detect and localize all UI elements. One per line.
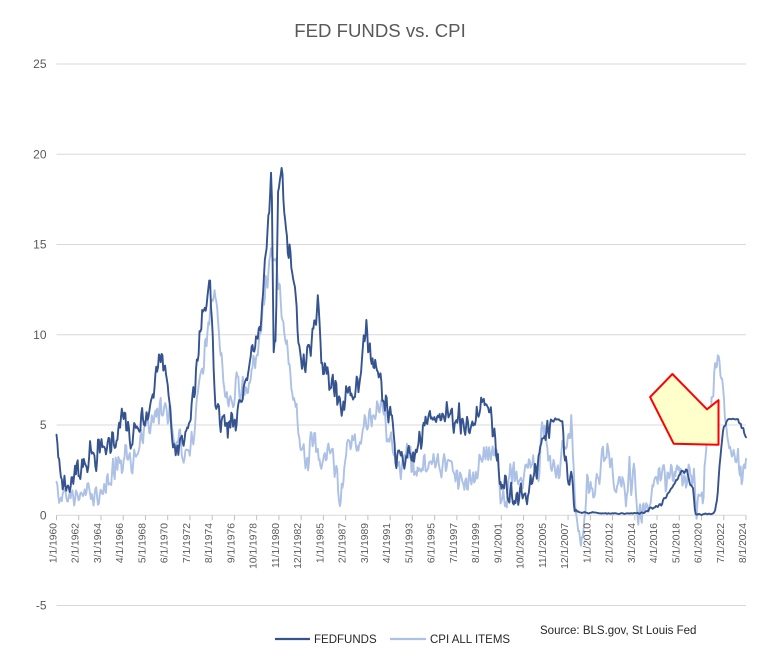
svg-text:7/1/1997: 7/1/1997	[449, 523, 460, 563]
svg-text:9/1/2001: 9/1/2001	[493, 523, 504, 563]
svg-text:CPI ALL ITEMS: CPI ALL ITEMS	[430, 634, 510, 646]
svg-text:10/1/2003: 10/1/2003	[516, 523, 527, 569]
svg-text:7/1/2022: 7/1/2022	[716, 523, 727, 563]
svg-text:20: 20	[33, 147, 47, 161]
svg-text:25: 25	[33, 57, 47, 71]
svg-text:8/1/1974: 8/1/1974	[204, 523, 215, 563]
svg-text:Source: BLS.gov, St Louis Fed: Source: BLS.gov, St Louis Fed	[540, 625, 696, 637]
svg-text:0: 0	[40, 508, 47, 522]
svg-text:8/1/1999: 8/1/1999	[471, 523, 482, 563]
svg-text:4/1/1991: 4/1/1991	[382, 523, 393, 563]
svg-text:11/1/1980: 11/1/1980	[271, 523, 282, 568]
svg-text:11/1/2005: 11/1/2005	[538, 523, 549, 568]
svg-text:15: 15	[33, 238, 47, 252]
svg-text:1/1/2010: 1/1/2010	[582, 523, 593, 563]
svg-text:7/1/1972: 7/1/1972	[182, 523, 193, 563]
svg-text:2/1/1987: 2/1/1987	[338, 523, 349, 563]
svg-text:6/1/1970: 6/1/1970	[160, 523, 171, 563]
svg-text:5/1/1968: 5/1/1968	[137, 523, 148, 563]
svg-text:9/1/1976: 9/1/1976	[226, 523, 237, 563]
svg-text:4/1/2016: 4/1/2016	[649, 523, 660, 563]
svg-text:6/1/2020: 6/1/2020	[694, 523, 705, 563]
svg-text:12/1/2007: 12/1/2007	[560, 523, 571, 569]
svg-text:3/1/1964: 3/1/1964	[93, 523, 104, 563]
svg-text:5: 5	[40, 418, 47, 432]
svg-text:3/1/2014: 3/1/2014	[627, 523, 638, 563]
svg-text:2/1/2012: 2/1/2012	[605, 523, 616, 563]
svg-text:-5: -5	[36, 599, 47, 613]
svg-text:10: 10	[33, 328, 47, 342]
svg-text:10/1/1978: 10/1/1978	[249, 523, 260, 569]
svg-text:5/1/2018: 5/1/2018	[671, 523, 682, 563]
svg-text:4/1/1966: 4/1/1966	[115, 523, 126, 563]
svg-text:1/1/1985: 1/1/1985	[315, 523, 326, 563]
svg-text:2/1/1962: 2/1/1962	[71, 523, 82, 563]
svg-text:8/1/2024: 8/1/2024	[738, 523, 749, 563]
svg-text:1/1/1960: 1/1/1960	[49, 523, 60, 563]
svg-text:6/1/1995: 6/1/1995	[427, 523, 438, 563]
svg-text:12/1/1982: 12/1/1982	[293, 523, 304, 569]
svg-text:3/1/1989: 3/1/1989	[360, 523, 371, 563]
svg-text:5/1/1993: 5/1/1993	[404, 523, 415, 563]
svg-text:FEDFUNDS: FEDFUNDS	[314, 634, 377, 646]
